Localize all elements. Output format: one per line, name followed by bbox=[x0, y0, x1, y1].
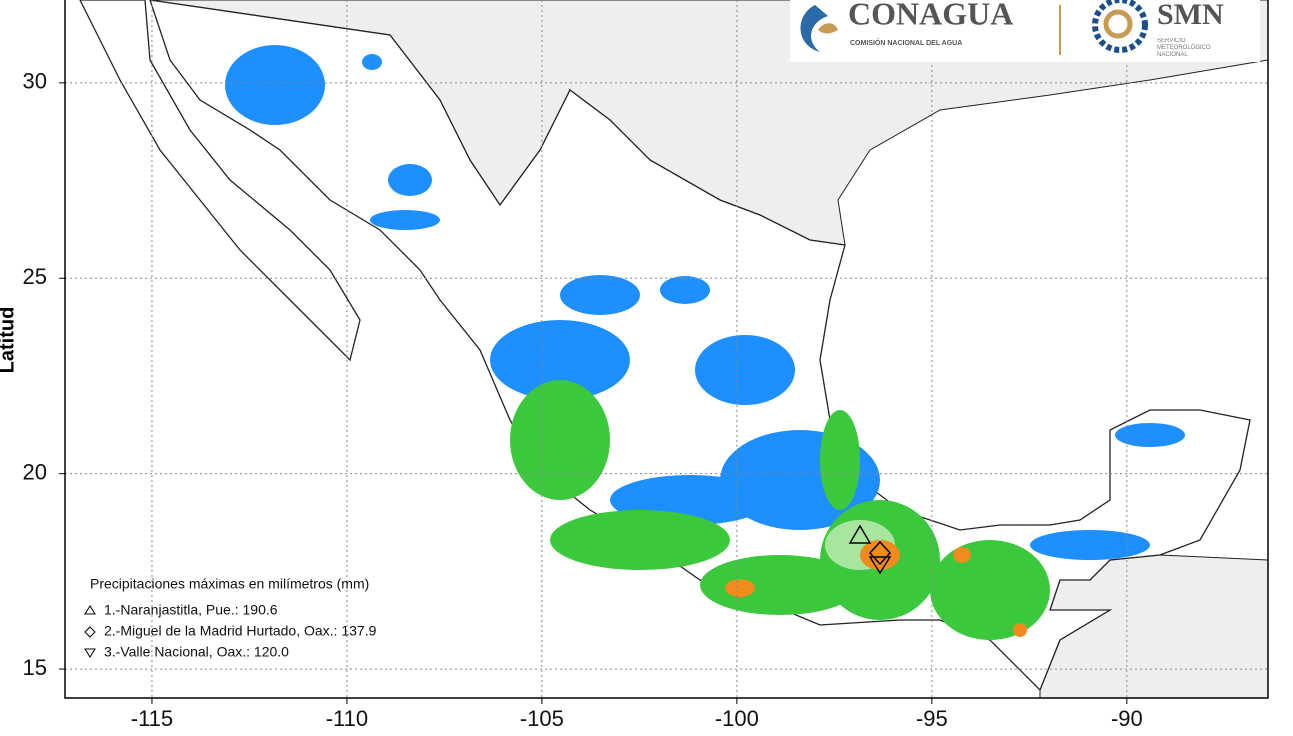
legend-entry: 3.-Valle Nacional, Oax.: 120.0 bbox=[104, 644, 289, 660]
y-tick-label: 30 bbox=[23, 69, 47, 94]
x-tick-label: -105 bbox=[520, 706, 564, 731]
x-tick-label: -100 bbox=[715, 706, 759, 731]
smn-name: SMN bbox=[1157, 0, 1224, 31]
legend-entry: 2.-Miguel de la Madrid Hurtado, Oax.: 13… bbox=[104, 623, 377, 639]
station-markers bbox=[848, 524, 892, 575]
x-tick-label: -95 bbox=[916, 706, 948, 731]
precipitation-areas bbox=[225, 45, 1185, 640]
baja-california bbox=[79, 0, 361, 362]
legend-title: Precipitaciones máximas en milímetros (m… bbox=[90, 576, 369, 592]
y-tick-label: 25 bbox=[23, 264, 47, 289]
conagua-name: CONAGUA bbox=[848, 0, 1013, 31]
conagua-logo: CONAGUA COMISIÓN NACIONAL DEL AGUA SMN S… bbox=[800, 0, 1224, 58]
legend: Precipitaciones máximas en milímetros (m… bbox=[84, 576, 377, 660]
x-tick-label: -110 bbox=[326, 706, 368, 731]
x-tick-label: -90 bbox=[1111, 706, 1143, 731]
x-tick-label: -115 bbox=[131, 706, 173, 731]
conagua-subtitle: COMISIÓN NACIONAL DEL AGUA bbox=[850, 38, 962, 47]
grid bbox=[65, 0, 1268, 698]
y-axis-label: Latitud bbox=[0, 307, 18, 374]
y-tick-label: 20 bbox=[23, 459, 47, 484]
y-tick-label: 15 bbox=[23, 655, 47, 680]
legend-entry: 1.-Naranjastitla, Pue.: 190.6 bbox=[104, 602, 278, 618]
logo-band bbox=[790, 0, 1260, 62]
smn-subtitle: SERVICIO METEOROLÓGICO NACIONAL bbox=[1157, 38, 1211, 58]
map-area: CONAGUA COMISIÓN NACIONAL DEL AGUA SMN S… bbox=[65, 0, 1268, 698]
map-frame bbox=[64, 0, 1269, 699]
